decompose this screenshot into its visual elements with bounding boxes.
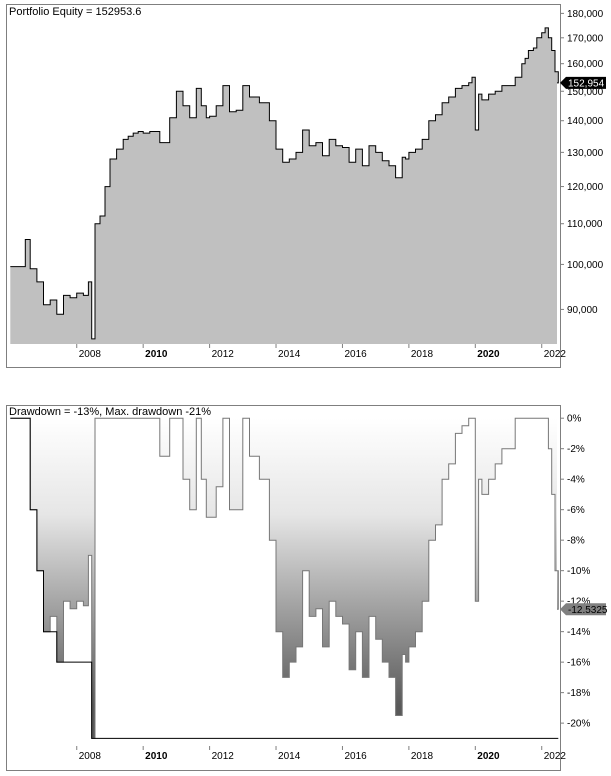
drawdown-chart: 2008 2010 2012 2014 2016 2018 2020 2022 0% -2% -4… [6,405,608,771]
equity-title: Portfolio Equity = 152953.6 [9,6,141,18]
dd-last-value-label: -12.5325 [568,605,608,616]
equity-chart: 2008 2010 2012 2014 2016 2018 2020 2022 180,000… [6,4,606,368]
eq-series-area [10,27,559,345]
x-tick-label: 2016 [344,751,367,762]
x-tick-label: 2014 [278,751,301,762]
y-tick-label: 140,000 [567,116,604,127]
y-tick-label: 170,000 [567,33,604,44]
x-tick-label: 2014 [278,349,301,360]
dd-series-line [10,417,559,739]
x-tick-label: 2016 [344,349,367,360]
x-tick-label: 2022 [544,751,567,762]
dd-last-value-marker [560,603,606,616]
x-tick-label: 2020 [477,349,500,360]
y-tick-label: 180,000 [567,9,604,20]
x-tick-label: 2018 [411,751,434,762]
y-tick-label: 110,000 [567,219,603,230]
eq-last-value-label: 152,954 [568,78,605,89]
y-tick-label: -20% [567,719,590,730]
y-tick-label: -8% [567,536,585,547]
x-tick-label: 2010 [145,349,168,360]
y-tick-label: -16% [567,658,590,669]
y-tick-label: 150,000 [567,87,604,98]
equity-panel: 2008 2010 2012 2014 2016 2018 2020 2022 180,000… [0,0,611,374]
eq-last-value-marker [560,76,606,89]
y-tick-label: 160,000 [567,59,604,70]
y-tick-label: -2% [567,444,585,455]
x-tick-label: 2010 [145,751,168,762]
dd-series-area [10,418,559,739]
y-tick-label: 100,000 [567,260,604,271]
x-tick-label: 2022 [544,349,567,360]
y-tick-label: 130,000 [567,148,604,159]
x-tick-label: 2012 [212,349,235,360]
drawdown-panel: 2008 2010 2012 2014 2016 2018 2020 2022 0% -2% -4… [0,402,611,776]
y-tick-label: -4% [567,475,585,486]
y-tick-label: 120,000 [567,182,604,193]
y-tick-label: -14% [567,627,590,638]
y-tick-label: -18% [567,688,590,699]
x-tick-label: 2018 [411,349,434,360]
y-tick-label: -6% [567,505,585,516]
x-tick-label: 2012 [212,751,235,762]
x-tick-label: 2020 [477,751,500,762]
y-tick-label: 0% [567,414,582,425]
eq-series-line [10,27,559,340]
y-tick-label: -12% [567,597,590,608]
max-drawdown-line [10,417,559,739]
drawdown-title: Drawdown = -13%, Max. drawdown -21% [9,406,211,418]
x-tick-label: 2008 [79,349,102,360]
x-tick-label: 2008 [79,751,102,762]
y-tick-label: 90,000 [567,305,598,316]
y-tick-label: -10% [567,566,590,577]
